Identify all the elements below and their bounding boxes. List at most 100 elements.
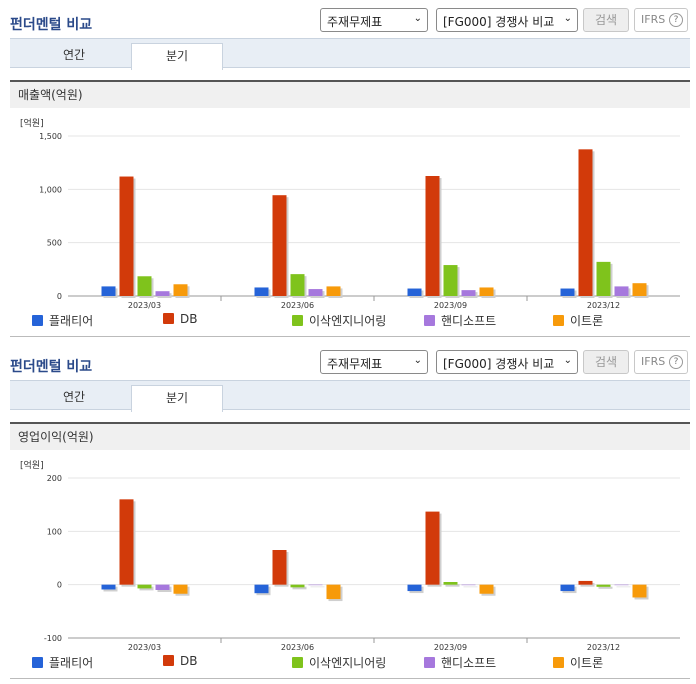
bar-5 — [479, 287, 494, 296]
bar-4 — [461, 290, 476, 296]
ifrs-toggle[interactable]: IFRS ? — [634, 350, 688, 374]
x-tick-label: 2023/06 — [281, 301, 314, 310]
bar-1 — [101, 286, 116, 296]
y-tick-label: 500 — [47, 239, 62, 248]
x-tick-label: 2023/09 — [434, 643, 467, 652]
legend-item[interactable]: DB — [163, 654, 197, 668]
bar-5 — [173, 284, 188, 296]
y-tick-label: -100 — [44, 634, 62, 643]
bar-2 — [119, 499, 134, 585]
bar-3 — [137, 276, 152, 296]
bar-5 — [326, 584, 341, 600]
bar-4 — [155, 584, 170, 590]
bar-4 — [308, 289, 323, 296]
panel-header: 펀더멘털 비교 주재무제표 ⌄ [FG000] 경쟁사 비교 ⌄ 검색 IFRS… — [0, 342, 696, 380]
y-tick-label: 0 — [57, 581, 62, 590]
unit-label: [억원] — [20, 117, 44, 129]
competitor-select[interactable]: [FG000] 경쟁사 비교 ⌄ — [436, 8, 578, 32]
legend-item[interactable]: 플래티어 — [32, 654, 93, 671]
ifrs-label: IFRS — [641, 13, 666, 26]
bar-4 — [461, 584, 476, 586]
legend-label: 플래티어 — [49, 314, 94, 328]
tab-quarterly[interactable]: 분기 — [131, 43, 223, 70]
statement-select[interactable]: 주재무제표 ⌄ — [320, 8, 428, 32]
y-tick-label: 0 — [57, 292, 62, 301]
bar-2 — [272, 195, 287, 296]
y-tick-label: 100 — [47, 527, 62, 536]
bar-4 — [614, 286, 629, 296]
legend-item[interactable]: 이트론 — [553, 312, 603, 329]
tab-quarterly[interactable]: 분기 — [131, 385, 223, 412]
x-tick-label: 2023/12 — [587, 301, 620, 310]
divider — [10, 678, 690, 679]
bar-4 — [155, 291, 170, 296]
bar-1 — [407, 584, 422, 592]
help-icon[interactable]: ? — [669, 355, 683, 369]
ifrs-toggle[interactable]: IFRS ? — [634, 8, 688, 32]
unit-label: [억원] — [20, 459, 44, 471]
bar-shadow — [580, 582, 595, 587]
bar-5 — [632, 584, 647, 598]
bar-3 — [596, 261, 611, 296]
bar-shadow — [445, 584, 460, 587]
legend-label: 이트론 — [570, 314, 604, 328]
bar-3 — [443, 582, 458, 585]
help-icon[interactable]: ? — [669, 13, 683, 27]
search-button[interactable]: 검색 — [583, 350, 629, 374]
search-button[interactable]: 검색 — [583, 8, 629, 32]
bar-shadow — [292, 586, 307, 590]
legend-swatch — [424, 315, 435, 326]
bar-3 — [290, 274, 305, 296]
legend-swatch — [553, 315, 564, 326]
bar-shadow — [463, 586, 478, 588]
legend-label: 이삭엔지니어링 — [309, 314, 387, 328]
tab-annual[interactable]: 연간 — [62, 48, 86, 62]
bar-1 — [254, 584, 269, 594]
statement-select[interactable]: 주재무제표 ⌄ — [320, 350, 428, 374]
legend-swatch — [292, 657, 303, 668]
legend-label: 이트론 — [570, 656, 604, 670]
ifrs-label: IFRS — [641, 355, 666, 368]
statement-select-value: 주재무제표 — [327, 15, 383, 29]
bar-4 — [614, 584, 629, 586]
legend-item[interactable]: 플래티어 — [32, 312, 93, 329]
legend-item[interactable]: 핸디소프트 — [424, 312, 496, 329]
legend-item[interactable]: 핸디소프트 — [424, 654, 496, 671]
fundamental-panel-sales: 펀더멘털 비교 주재무제표 ⌄ [FG000] 경쟁사 비교 ⌄ 검색 IFRS… — [10, 8, 690, 337]
legend-swatch — [163, 313, 174, 324]
legend-item[interactable]: DB — [163, 312, 197, 326]
bar-shadow — [616, 586, 631, 588]
bar-3 — [137, 584, 152, 589]
legend-swatch — [163, 655, 174, 666]
x-tick-label: 2023/09 — [434, 301, 467, 310]
legend-item[interactable]: 이트론 — [553, 654, 603, 671]
tab-annual[interactable]: 연간 — [62, 390, 86, 404]
operating-income-bar-chart: [억원] -100 0 100 200 2023/03 2023/06 2023/09 2023… — [20, 459, 680, 652]
bar-2 — [272, 550, 287, 585]
competitor-select-value: [FG000] 경쟁사 비교 — [443, 15, 555, 29]
bar-1 — [407, 288, 422, 296]
chart-title: 영업이익(억원) — [10, 422, 690, 450]
competitor-select[interactable]: [FG000] 경쟁사 비교 ⌄ — [436, 350, 578, 374]
legend-label: DB — [180, 654, 198, 668]
legend-swatch — [32, 657, 43, 668]
divider — [10, 336, 690, 337]
x-tick-label: 2023/12 — [587, 643, 620, 652]
competitor-select-value: [FG000] 경쟁사 비교 — [443, 357, 555, 371]
bar-2 — [119, 176, 134, 296]
bar-1 — [101, 584, 116, 590]
legend-label: 핸디소프트 — [441, 314, 497, 328]
y-tick-label: 200 — [47, 474, 62, 483]
bar-shadow — [139, 586, 154, 591]
bar-2 — [578, 580, 593, 585]
x-tick-label: 2023/03 — [128, 301, 161, 310]
bar-3 — [290, 584, 305, 588]
chart-title: 매출액(억원) — [10, 80, 690, 108]
legend-item[interactable]: 이삭엔지니어링 — [292, 654, 386, 671]
bar-2 — [578, 149, 593, 296]
chevron-down-icon: ⌄ — [563, 355, 572, 366]
sales-bar-chart: [억원] 0 500 1,000 1,500 2023/03 2023/06 2023/09 2… — [20, 117, 680, 310]
bar-3 — [596, 584, 611, 587]
legend-item[interactable]: 이삭엔지니어링 — [292, 312, 386, 329]
bar-5 — [326, 286, 341, 296]
